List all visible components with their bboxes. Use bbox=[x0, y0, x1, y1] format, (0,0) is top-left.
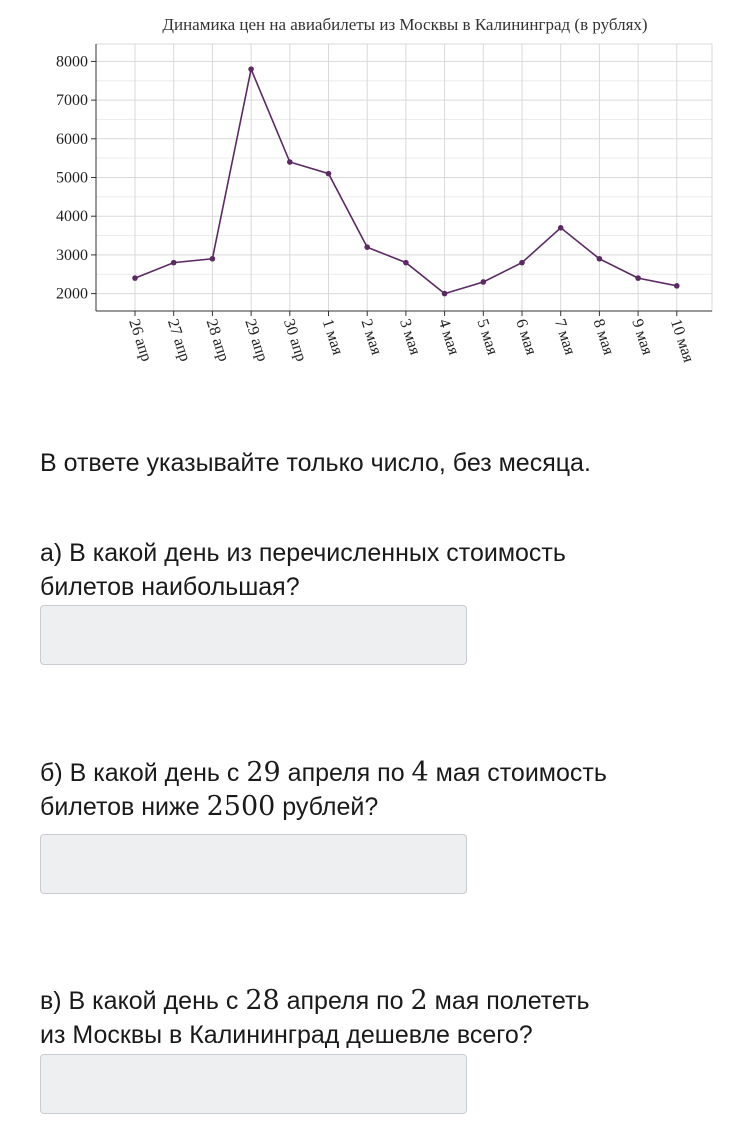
question-b-text-1: б) В какой день с bbox=[40, 759, 247, 787]
question-b-text-3: мая стоимость bbox=[428, 759, 607, 787]
y-tick-label: 5000 bbox=[56, 170, 88, 187]
question-c: в) В какой день с 28 апреля по 2 мая пол… bbox=[40, 984, 720, 1052]
question-b-num-29: 29 bbox=[246, 757, 281, 788]
question-c-text-2: апреля по bbox=[279, 987, 411, 1015]
y-tick-label: 3000 bbox=[56, 247, 88, 264]
data-point bbox=[132, 275, 138, 281]
question-b-text-5: рублей? bbox=[275, 793, 379, 821]
question-b: б) В какой день с 29 апреля по 4 мая сто… bbox=[40, 756, 720, 824]
data-point bbox=[441, 290, 448, 297]
question-c-num-28: 28 bbox=[245, 985, 280, 1016]
answer-field-a[interactable] bbox=[40, 605, 467, 665]
question-b-text-4: билетов ниже bbox=[40, 793, 207, 821]
data-point bbox=[403, 259, 409, 266]
x-tick-label: 4 мая bbox=[435, 317, 463, 358]
chart-grid bbox=[96, 44, 712, 311]
question-b-num-4: 4 bbox=[411, 757, 429, 788]
x-tick-label: 8 мая bbox=[590, 317, 618, 358]
question-a-text-2: билетов наибольшая? bbox=[40, 573, 300, 601]
x-tick-label: 5 мая bbox=[473, 317, 501, 358]
y-tick-label: 8000 bbox=[56, 53, 88, 70]
answer-field-b[interactable] bbox=[40, 834, 467, 894]
x-tick-label: 29 апр bbox=[241, 317, 271, 364]
data-point bbox=[674, 283, 680, 289]
data-point bbox=[635, 275, 641, 281]
price-chart: Динамика цен на авиабилеты из Москвы в К… bbox=[0, 0, 750, 420]
question-c-text-3: мая полететь bbox=[427, 987, 590, 1015]
x-tick-label: 27 апр bbox=[164, 317, 194, 364]
price-series bbox=[132, 66, 680, 297]
x-tick-label: 2 мая bbox=[357, 317, 385, 358]
question-c-num-2: 2 bbox=[410, 985, 428, 1016]
question-a: а) В какой день из перечисленных стоимос… bbox=[40, 536, 720, 604]
price-chart-svg: Динамика цен на авиабилеты из Москвы в К… bbox=[56, 15, 713, 365]
x-tick-label: 7 мая bbox=[551, 317, 579, 358]
y-tick-label: 4000 bbox=[56, 208, 88, 225]
instruction-text: В ответе указывайте только число, без ме… bbox=[40, 449, 591, 477]
question-b-text-2: апреля по bbox=[280, 759, 412, 787]
question-c-text-4: из Москвы в Калининград дешевле всего? bbox=[40, 1021, 533, 1049]
x-tick-label: 30 апр bbox=[280, 317, 310, 364]
data-point bbox=[248, 66, 254, 72]
question-b-num-2500: 2500 bbox=[206, 791, 276, 822]
data-point bbox=[519, 259, 525, 266]
data-point bbox=[480, 279, 487, 285]
chart-title: Динамика цен на авиабилеты из Москвы в К… bbox=[162, 15, 647, 34]
data-point bbox=[170, 259, 177, 266]
data-point bbox=[557, 225, 564, 231]
data-point bbox=[596, 255, 603, 262]
x-tick-label: 10 мая bbox=[667, 317, 697, 365]
x-tick-label: 1 мая bbox=[319, 317, 347, 358]
question-c-text-1: в) В какой день с bbox=[40, 987, 246, 1015]
answer-field-c[interactable] bbox=[40, 1054, 467, 1114]
chart-axes: 2000 3000 4000 5000 6000 7000 8000 26 апр 27 апр… bbox=[56, 44, 712, 365]
y-tick-label: 2000 bbox=[56, 286, 88, 303]
data-point bbox=[209, 255, 216, 262]
x-tick-label: 26 апр bbox=[125, 317, 155, 364]
x-tick-label: 28 апр bbox=[203, 317, 233, 364]
x-tick-label: 3 мая bbox=[396, 317, 424, 358]
data-point bbox=[364, 244, 371, 250]
x-tick-label: 6 мая bbox=[512, 317, 540, 358]
y-tick-label: 6000 bbox=[56, 131, 88, 148]
data-point bbox=[325, 170, 332, 177]
y-tick-label: 7000 bbox=[56, 92, 88, 109]
question-a-text-1: а) В какой день из перечисленных стоимос… bbox=[40, 539, 566, 567]
data-point bbox=[287, 159, 293, 165]
x-tick-label: 9 мая bbox=[628, 317, 656, 358]
